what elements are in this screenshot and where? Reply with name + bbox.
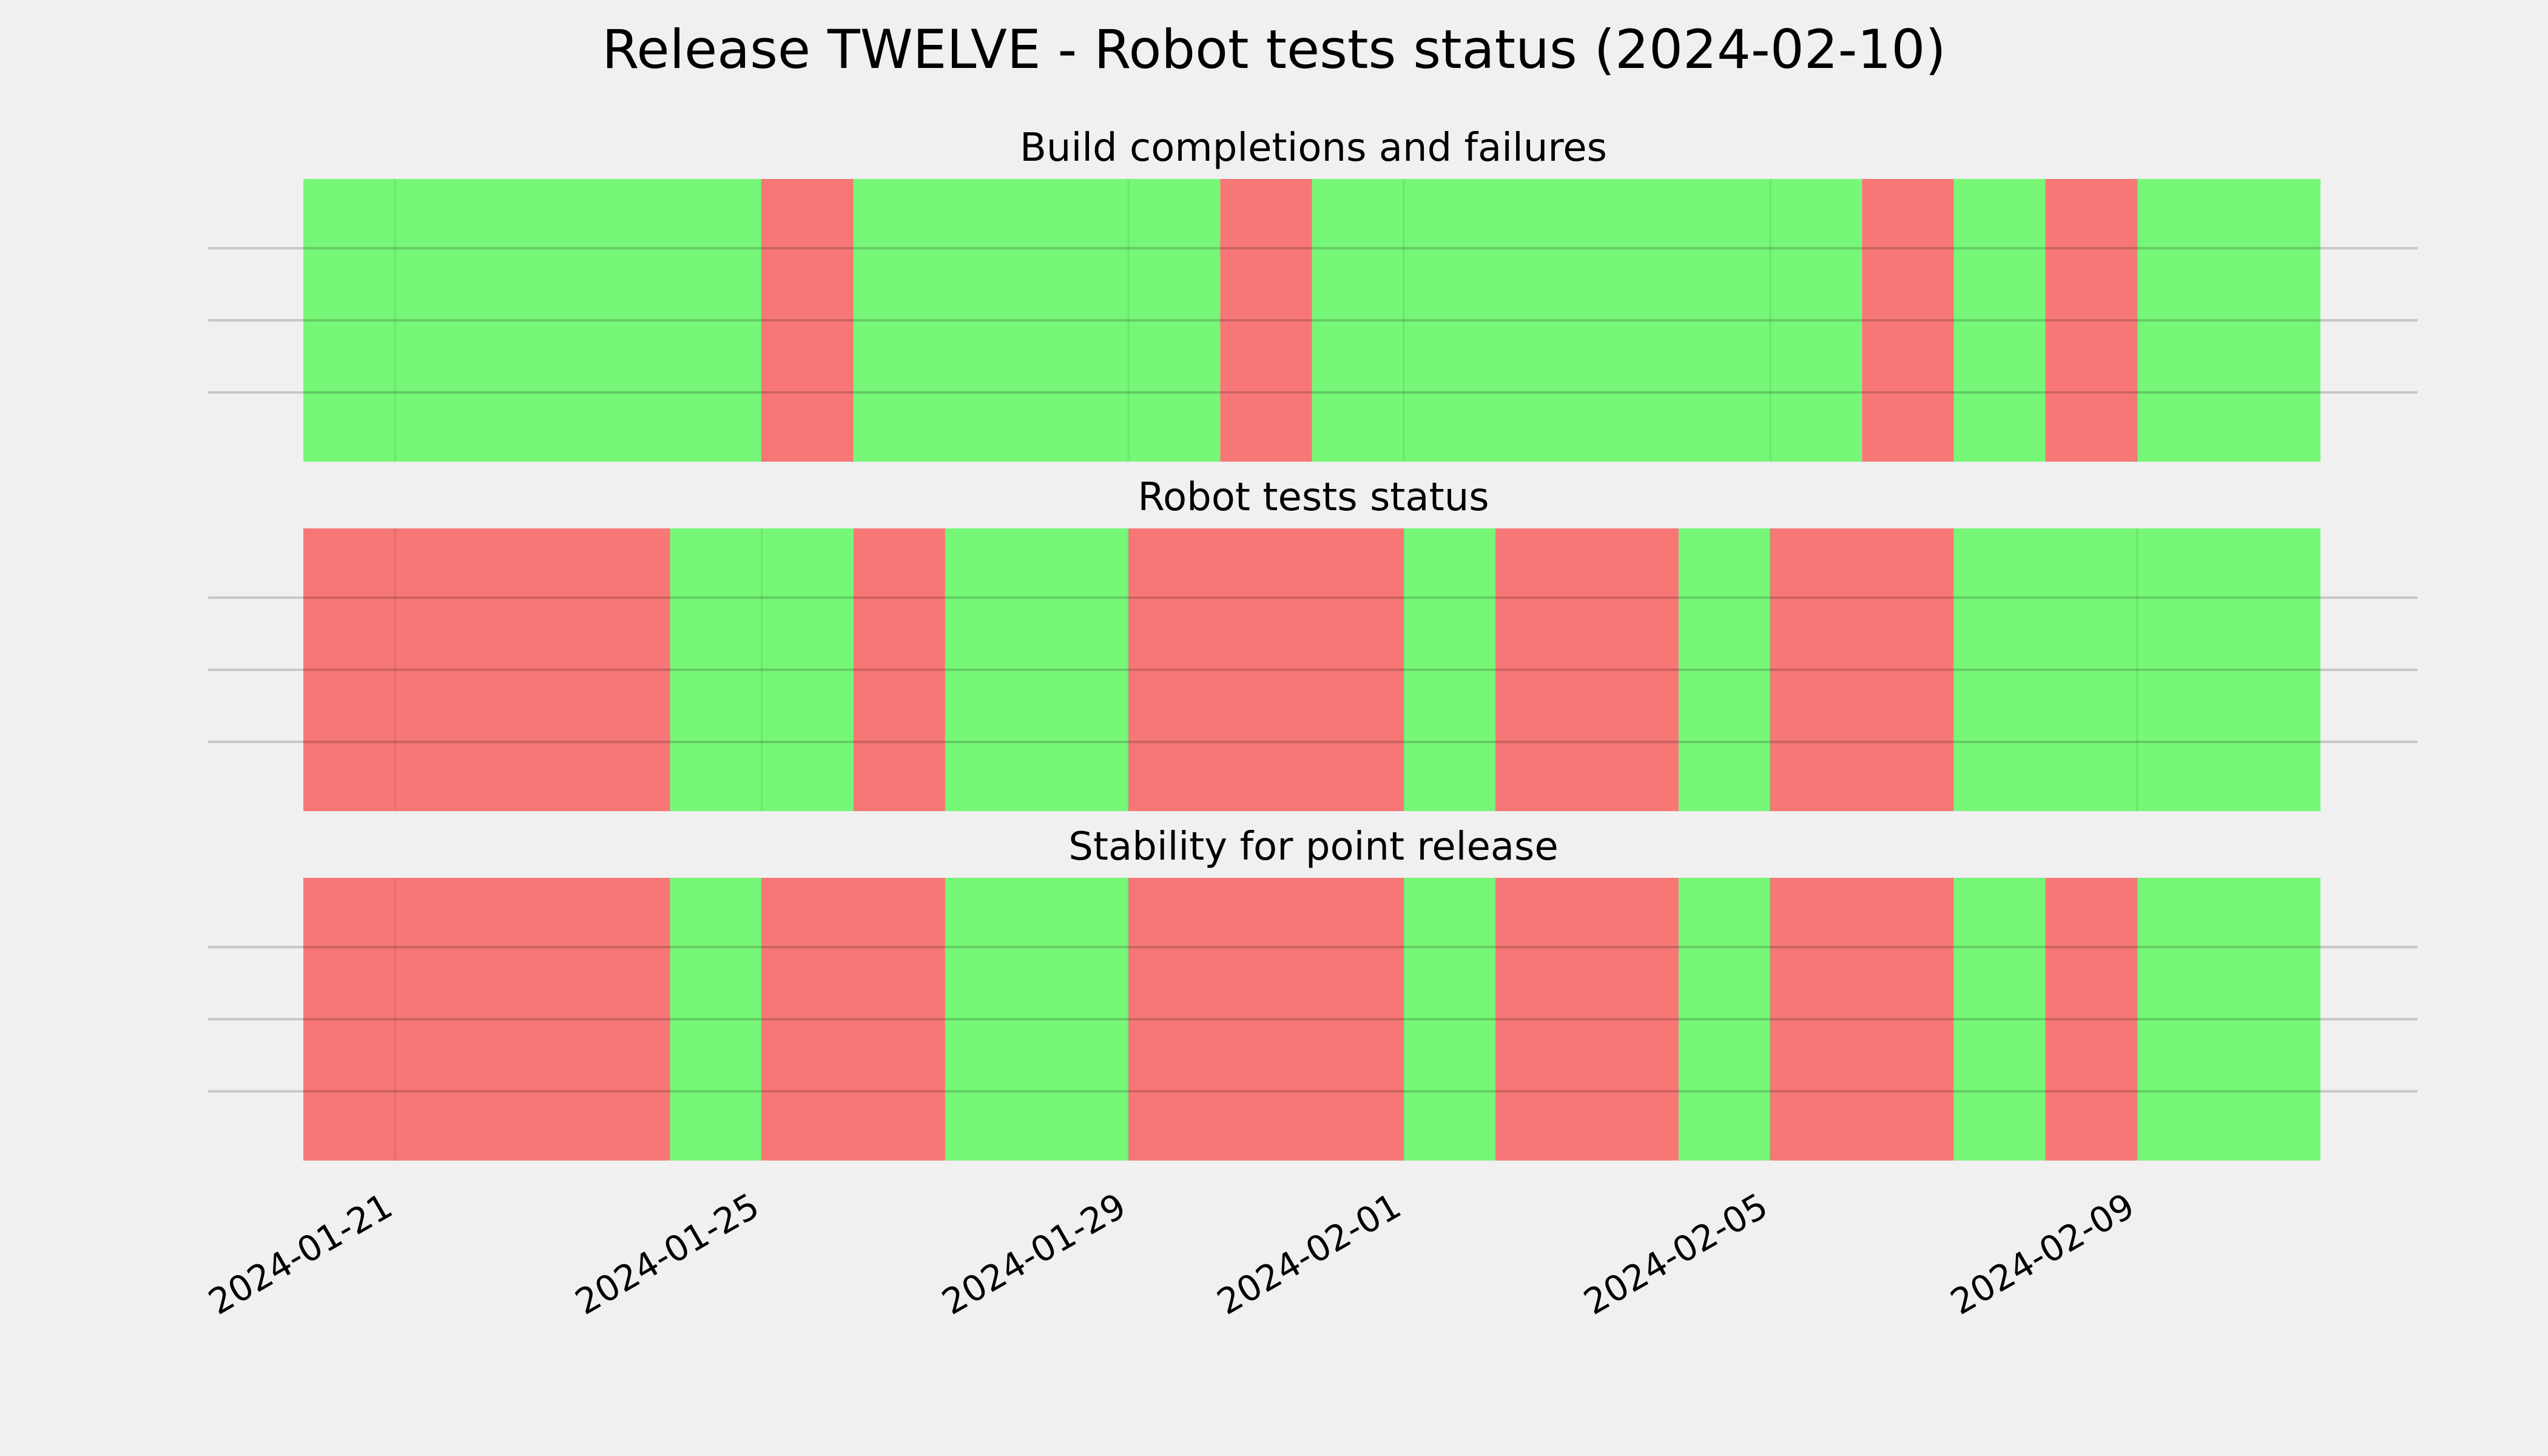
status-segment-fail [1862,179,1954,462]
timeline-panel: Stability for point release [208,824,2418,1161]
status-segment-fail [1128,878,1404,1161]
status-segment-fail [1770,528,1954,811]
status-segment-pass [1679,528,1771,811]
status-segment-fail [1220,179,1312,462]
status-segment-pass [1679,878,1771,1161]
status-segment-fail [853,528,945,811]
x-tick-label: 2024-01-25 [568,1185,766,1323]
x-tick-label: 2024-02-05 [1577,1185,1774,1323]
x-tick-label: 2024-02-09 [1944,1185,2142,1323]
status-segment-fail [2045,878,2137,1161]
status-segment-pass [303,179,762,462]
panel-title: Robot tests status [1138,475,1489,520]
status-segment-pass [1403,878,1495,1161]
status-segment-fail [761,179,854,462]
status-segment-pass [1953,878,2046,1161]
status-segment-pass [1403,528,1495,811]
chart-title: Release TWELVE - Robot tests status (202… [602,18,1946,81]
status-segment-fail [1128,528,1404,811]
timeline-panel: Build completions and failures [208,126,2418,462]
status-segment-pass [853,179,1221,462]
x-tick-label: 2024-01-21 [201,1185,399,1323]
x-axis-ticks: 2024-01-21 2024-01-25 2024-01-29 2024-02-01… [201,1185,2142,1323]
status-segment-pass [945,528,1129,811]
status-segment-fail [1495,528,1679,811]
panel-title: Stability for point release [1068,824,1559,869]
status-segment-pass [670,528,854,811]
status-segment-fail [303,878,670,1161]
status-segment-pass [1953,179,2046,462]
status-segment-fail [2045,179,2137,462]
x-tick-label: 2024-02-01 [1210,1185,1408,1323]
x-tick-label: 2024-01-29 [935,1185,1133,1323]
status-segment-pass [2137,179,2320,462]
status-segment-pass [1312,179,1862,462]
status-segment-pass [1953,528,2320,811]
panels-group: Build completions and failures Robot test… [208,126,2418,1161]
status-segment-pass [945,878,1129,1161]
panel-title: Build completions and failures [1020,126,1607,170]
status-segment-fail [303,528,670,811]
status-segment-fail [1770,878,1954,1161]
status-segment-fail [1495,878,1679,1161]
status-segment-pass [670,878,762,1161]
timeline-panel: Robot tests status [208,475,2418,811]
status-segment-pass [2137,878,2320,1161]
status-segment-fail [761,878,945,1161]
